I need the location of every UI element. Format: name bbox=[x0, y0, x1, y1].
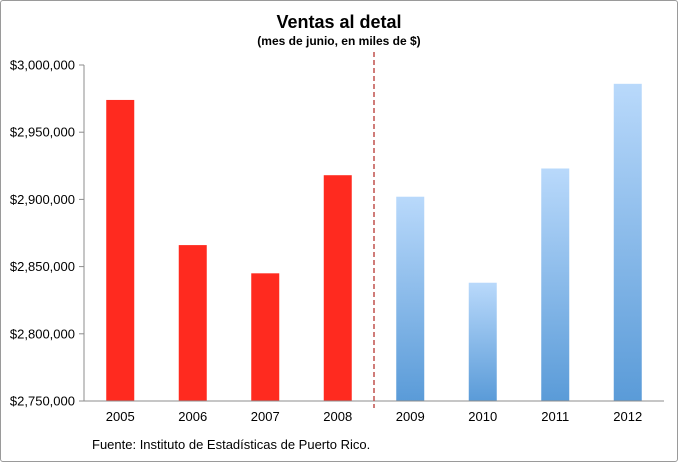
bar-2007 bbox=[251, 273, 280, 401]
x-tick-label: 2005 bbox=[106, 409, 135, 424]
y-tick-label: $2,750,000 bbox=[10, 394, 75, 409]
bar-2010 bbox=[468, 282, 497, 401]
x-tick-label: 2008 bbox=[323, 409, 352, 424]
y-tick-label: $2,900,000 bbox=[10, 192, 75, 207]
x-tick-label: 2006 bbox=[178, 409, 207, 424]
bar-2012 bbox=[613, 83, 642, 401]
x-tick-label: 2009 bbox=[396, 409, 425, 424]
x-axis-labels: 2005 2006 2007 2008 2009 2010 2011 2012 bbox=[106, 409, 642, 424]
bar-2006 bbox=[178, 245, 207, 401]
y-tick-label: $2,850,000 bbox=[10, 259, 75, 274]
bar-2008 bbox=[323, 175, 352, 401]
y-axis-ticks: $2,750,000 $2,800,000 $2,850,000 $2,900,000… bbox=[10, 58, 84, 409]
y-tick-label: $2,950,000 bbox=[10, 125, 75, 140]
bar-2011 bbox=[541, 168, 570, 401]
x-tick-label: 2007 bbox=[251, 409, 280, 424]
x-tick-label: 2012 bbox=[613, 409, 642, 424]
chart-source-note: Fuente: Instituto de Estadísticas de Pue… bbox=[92, 437, 371, 452]
bar-2009 bbox=[396, 196, 425, 401]
x-tick-label: 2010 bbox=[468, 409, 497, 424]
x-tick-label: 2011 bbox=[541, 409, 569, 424]
y-tick-label: $3,000,000 bbox=[10, 58, 75, 73]
chart-subtitle: (mes de junio, en miles de $) bbox=[257, 34, 421, 48]
bar-2005 bbox=[106, 99, 135, 401]
bars bbox=[106, 83, 642, 401]
chart-title: Ventas al detal bbox=[276, 12, 402, 32]
y-tick-label: $2,800,000 bbox=[10, 326, 75, 341]
